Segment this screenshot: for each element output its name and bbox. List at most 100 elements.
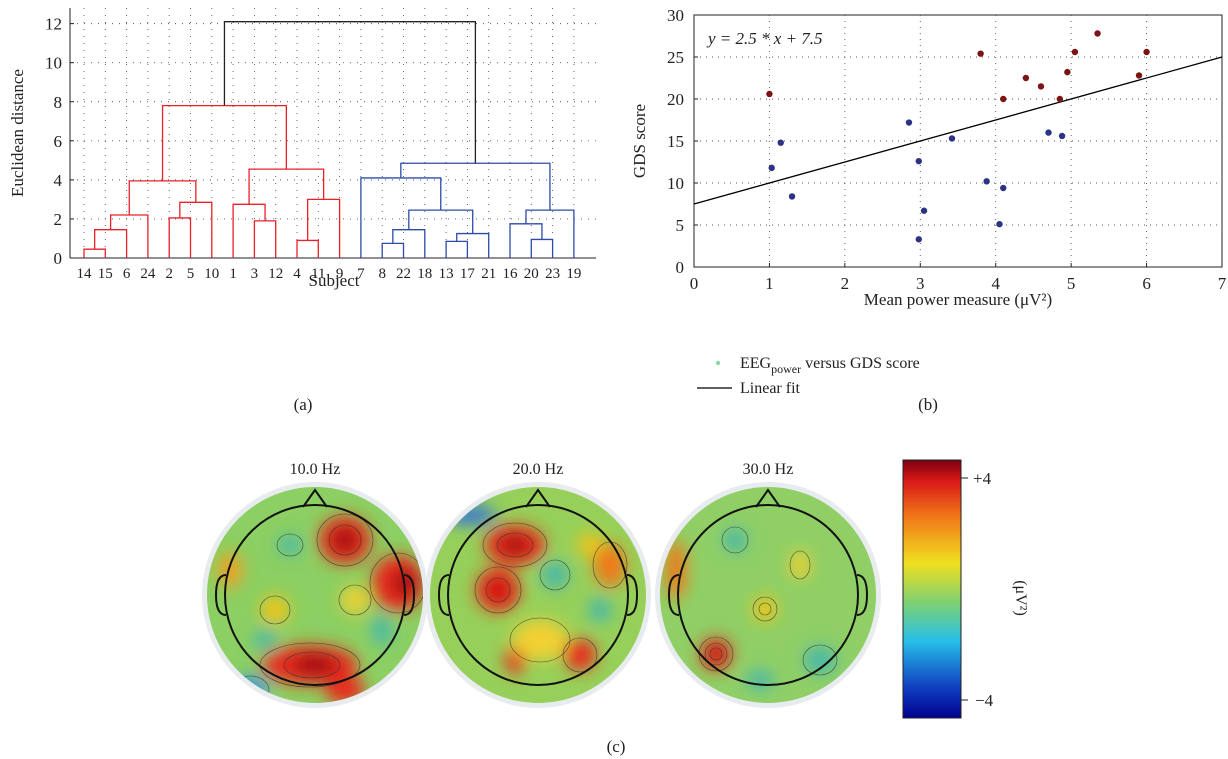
dendrogram-leaf-label: 8	[378, 266, 386, 282]
scatter-point	[1045, 129, 1052, 136]
dendrogram-link	[392, 229, 426, 258]
dendrogram-leaf-label: 22	[396, 266, 411, 282]
scatter-points	[766, 30, 1150, 243]
scatter-legend: EEGpower versus GDS score Linear fit	[697, 355, 920, 397]
scatter-point	[983, 178, 990, 185]
dendrogram-link	[223, 21, 477, 164]
dendrogram-leaf-label: 3	[251, 266, 259, 282]
topomap-10hz	[202, 482, 428, 708]
scatter-point	[1135, 72, 1143, 79]
dendrogram-link	[232, 203, 266, 258]
scatter-y-tick-label: 0	[676, 258, 685, 277]
scatter-y-tick-label: 15	[667, 132, 684, 151]
dendrogram-gridlines	[70, 8, 596, 258]
dendrogram-y-tick-label: 2	[54, 210, 63, 229]
legend-marker-eeg	[715, 360, 721, 366]
scatter-x-tick-label: 5	[1067, 274, 1076, 293]
dendrogram-leaf-label: 7	[357, 266, 365, 282]
dendrogram-leaf-labels: 14 15 6 24 2 5 10 1 3 12 4 11 9 7 8 22 18 13 17 21 16 20 23 19	[77, 266, 582, 282]
colorbar-unit-label: (μV²)	[1012, 580, 1029, 616]
panel-a-label: (a)	[294, 395, 313, 414]
dendrogram-leaf-label: 23	[545, 266, 560, 282]
scatter-x-tick-label: 6	[1142, 274, 1151, 293]
scatter-point	[996, 220, 1003, 228]
scatter-x-tick-label: 0	[690, 274, 699, 293]
dendrogram-link	[168, 217, 192, 258]
panel-b-label: (b)	[918, 395, 938, 414]
scatter-point	[768, 164, 775, 172]
dendrogram-y-tick-label: 8	[54, 93, 63, 112]
dendrogram-link	[248, 168, 325, 205]
scatter-point	[788, 193, 796, 200]
scatter-y-tick-label: 30	[667, 6, 684, 25]
scatter-point	[915, 157, 922, 165]
scatter-point	[1037, 83, 1045, 90]
scatter-y-tick-label: 5	[676, 216, 685, 235]
dendrogram-link	[253, 220, 277, 258]
scatter-point	[1022, 74, 1030, 82]
scatter-point	[777, 139, 784, 146]
dendrogram-link	[128, 180, 197, 216]
dendrogram-link	[307, 198, 341, 258]
scatter-y-tick-label: 25	[667, 48, 684, 67]
legend-label-eeg: EEGpower versus GDS score	[740, 355, 920, 376]
scatter-point	[1143, 48, 1150, 56]
scatter-point	[905, 119, 913, 126]
dendrogram-leaf-label: 20	[524, 266, 539, 282]
dendrogram-leaf-label: 15	[98, 266, 113, 282]
dendrogram-leaf-label: 24	[140, 266, 156, 282]
dendrogram-link	[400, 162, 551, 211]
scatter-x-tick-label: 1	[765, 274, 774, 293]
dendrogram-leaf-label: 16	[503, 266, 519, 282]
dendrogram-leaf-label: 1	[229, 266, 237, 282]
scatter-x-axis-label: Mean power measure (μV²)	[864, 290, 1052, 309]
scatter-point	[1056, 95, 1064, 103]
panel-c-label: (c)	[607, 737, 626, 756]
dendrogram-link	[179, 201, 213, 258]
scatter-point	[948, 135, 956, 142]
scatter-fit-line-group	[693, 56, 1223, 205]
dendrogram-link	[445, 240, 469, 258]
dendrogram-leaf-label: 9	[336, 266, 344, 282]
scatter-point	[766, 90, 773, 98]
scatter-y-tick-label: 20	[667, 90, 684, 109]
scatter-point	[1071, 48, 1079, 56]
dendrogram-x-axis-label: Subject	[309, 271, 360, 290]
dendrogram-y-axis-label: Euclidean distance	[8, 69, 27, 197]
dendrogram-leaf-label: 14	[77, 266, 93, 282]
dendrogram-leaf-label: 17	[460, 266, 476, 282]
dendrogram-leaf-label: 12	[268, 266, 283, 282]
scatter-x-tick-label: 7	[1218, 274, 1227, 293]
scatter-point	[1058, 132, 1066, 140]
scatter-point	[1094, 30, 1101, 37]
topomap-colorbar: +4 −4 (μV²)	[902, 459, 1029, 719]
dendrogram-leaf-label: 10	[204, 266, 219, 282]
topomap-title-20hz: 20.0 Hz	[513, 461, 564, 478]
dendrogram-y-tick-label: 4	[54, 171, 63, 190]
dendrogram-y-tick-label: 12	[45, 15, 62, 34]
scatter-x-tick-label: 3	[916, 274, 925, 293]
dendrogram-leaf-label: 4	[293, 266, 301, 282]
topomap-20hz	[425, 482, 651, 708]
topomap-30hz	[655, 482, 881, 708]
dendrogram-leaf-label: 19	[566, 266, 581, 282]
legend-label-fit: Linear fit	[740, 380, 801, 397]
scatter-point	[920, 207, 928, 214]
dendrogram-leaf-label: 11	[311, 266, 325, 282]
dendrogram-link	[530, 238, 554, 258]
dendrogram-y-tick-label: 6	[54, 132, 63, 151]
dendrogram-leaf-label: 21	[481, 266, 496, 282]
scatter-ticks: 0 1 2 3 4 5 6 7 0 5 10 15 20 25 30	[667, 6, 1227, 293]
dendrogram-link	[381, 242, 405, 258]
colorbar-gradient	[902, 459, 962, 719]
dendrogram-link	[509, 223, 543, 258]
scatter-equation-annotation: y = 2.5 * x + 7.5	[706, 29, 823, 48]
scatter-point	[1000, 184, 1007, 192]
dendrogram-link	[456, 232, 490, 258]
dendrogram-links	[83, 21, 575, 258]
dendrogram-link	[296, 239, 319, 258]
colorbar-max-label: +4	[973, 469, 992, 488]
topomap-title-10hz: 10.0 Hz	[290, 461, 341, 478]
